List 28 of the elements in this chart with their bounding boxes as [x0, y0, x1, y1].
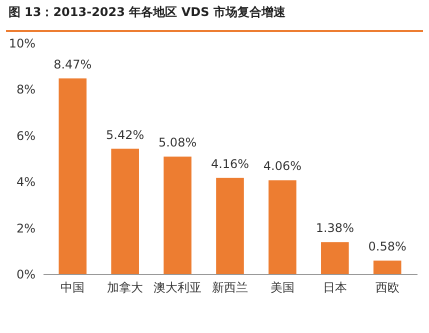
x-tick-label: 西欧 [375, 280, 400, 294]
bar [268, 180, 296, 274]
x-tick-label: 加拿大 [107, 280, 144, 294]
data-label: 4.16% [210, 156, 250, 171]
bar [321, 242, 349, 274]
y-tick-label: 4% [16, 175, 36, 190]
x-tick-label: 日本 [322, 280, 347, 294]
bar [164, 156, 192, 274]
x-tick-label: 澳大利亚 [154, 280, 202, 294]
chart-title: 图 13：2013-2023 年各地区 VDS 市场复合增速 [8, 5, 286, 19]
data-label: 0.58% [368, 240, 406, 254]
x-tick-label: 美国 [270, 280, 294, 294]
x-tick-label: 新西兰 [212, 280, 248, 294]
bar [373, 260, 402, 274]
bar [58, 78, 87, 274]
data-label: 5.08% [158, 136, 197, 150]
bar [111, 148, 139, 274]
data-label: 8.47% [54, 57, 92, 72]
data-label: 4.06% [263, 159, 302, 174]
y-tick-label: 2% [16, 221, 36, 236]
bar [216, 178, 244, 274]
x-tick-label: 中国 [60, 280, 85, 294]
y-tick-label: 0% [16, 268, 36, 282]
data-label: 5.42% [106, 128, 144, 142]
y-tick-label: 8% [16, 82, 36, 97]
data-label: 1.38% [316, 221, 354, 236]
y-tick-label: 10% [8, 36, 36, 50]
y-tick-label: 6% [16, 128, 36, 143]
